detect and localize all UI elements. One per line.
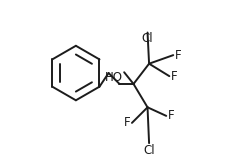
Text: Cl: Cl xyxy=(141,32,153,45)
Text: F: F xyxy=(170,70,177,83)
Text: F: F xyxy=(167,109,174,122)
Text: Cl: Cl xyxy=(143,144,154,157)
Text: HO: HO xyxy=(104,71,122,84)
Text: F: F xyxy=(123,116,130,129)
Text: F: F xyxy=(174,49,181,62)
